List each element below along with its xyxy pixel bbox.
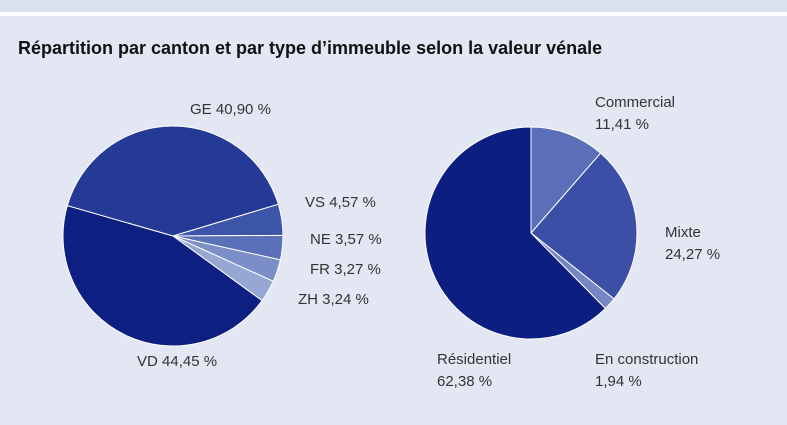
- top-band: [0, 0, 787, 12]
- slice-label: FR 3,27 %: [310, 261, 381, 278]
- slice-value-label: 44,45 %: [162, 353, 217, 370]
- slice-value-label: 62,38 %: [437, 373, 492, 390]
- slice-label: Résidentiel: [437, 351, 511, 368]
- slice-label: Commercial: [595, 94, 675, 111]
- pie-slice: [424, 126, 607, 340]
- pie-slice: [530, 126, 602, 235]
- slice-value-label: 3,57 %: [335, 231, 382, 248]
- slice-value-label: 40,90 %: [216, 101, 271, 118]
- slice-label: NE 3,57 %: [310, 231, 382, 248]
- pie-slice: [530, 152, 638, 300]
- slice-label: GE 40,90 %: [190, 101, 271, 118]
- slice-category: NE: [310, 231, 331, 248]
- separator: [0, 12, 787, 16]
- slice-category: VD: [137, 353, 158, 370]
- chart-title: Répartition par canton et par type d’imm…: [18, 38, 602, 58]
- slice-label: VD 44,45 %: [137, 353, 217, 370]
- slice-category: ZH: [298, 291, 318, 308]
- slice-label: VS 4,57 %: [305, 194, 376, 211]
- slice-value-label: 1,94 %: [595, 373, 642, 390]
- pie-slice: [62, 205, 263, 347]
- slice-value-label: 11,41 %: [595, 116, 649, 133]
- slice-value-label: 4,57 %: [329, 194, 376, 211]
- slice-value-label: 3,27 %: [334, 261, 381, 278]
- pie-slice: [66, 125, 279, 237]
- slice-value-label: 3,24 %: [322, 291, 369, 308]
- slice-value-label: 24,27 %: [665, 246, 720, 263]
- slice-category: VS: [305, 194, 325, 211]
- slice-label: En construction: [595, 351, 698, 368]
- slice-label: Mixte: [665, 224, 701, 241]
- slice-category: FR: [310, 261, 330, 278]
- slice-category: GE: [190, 101, 212, 118]
- slice-label: ZH 3,24 %: [298, 291, 369, 308]
